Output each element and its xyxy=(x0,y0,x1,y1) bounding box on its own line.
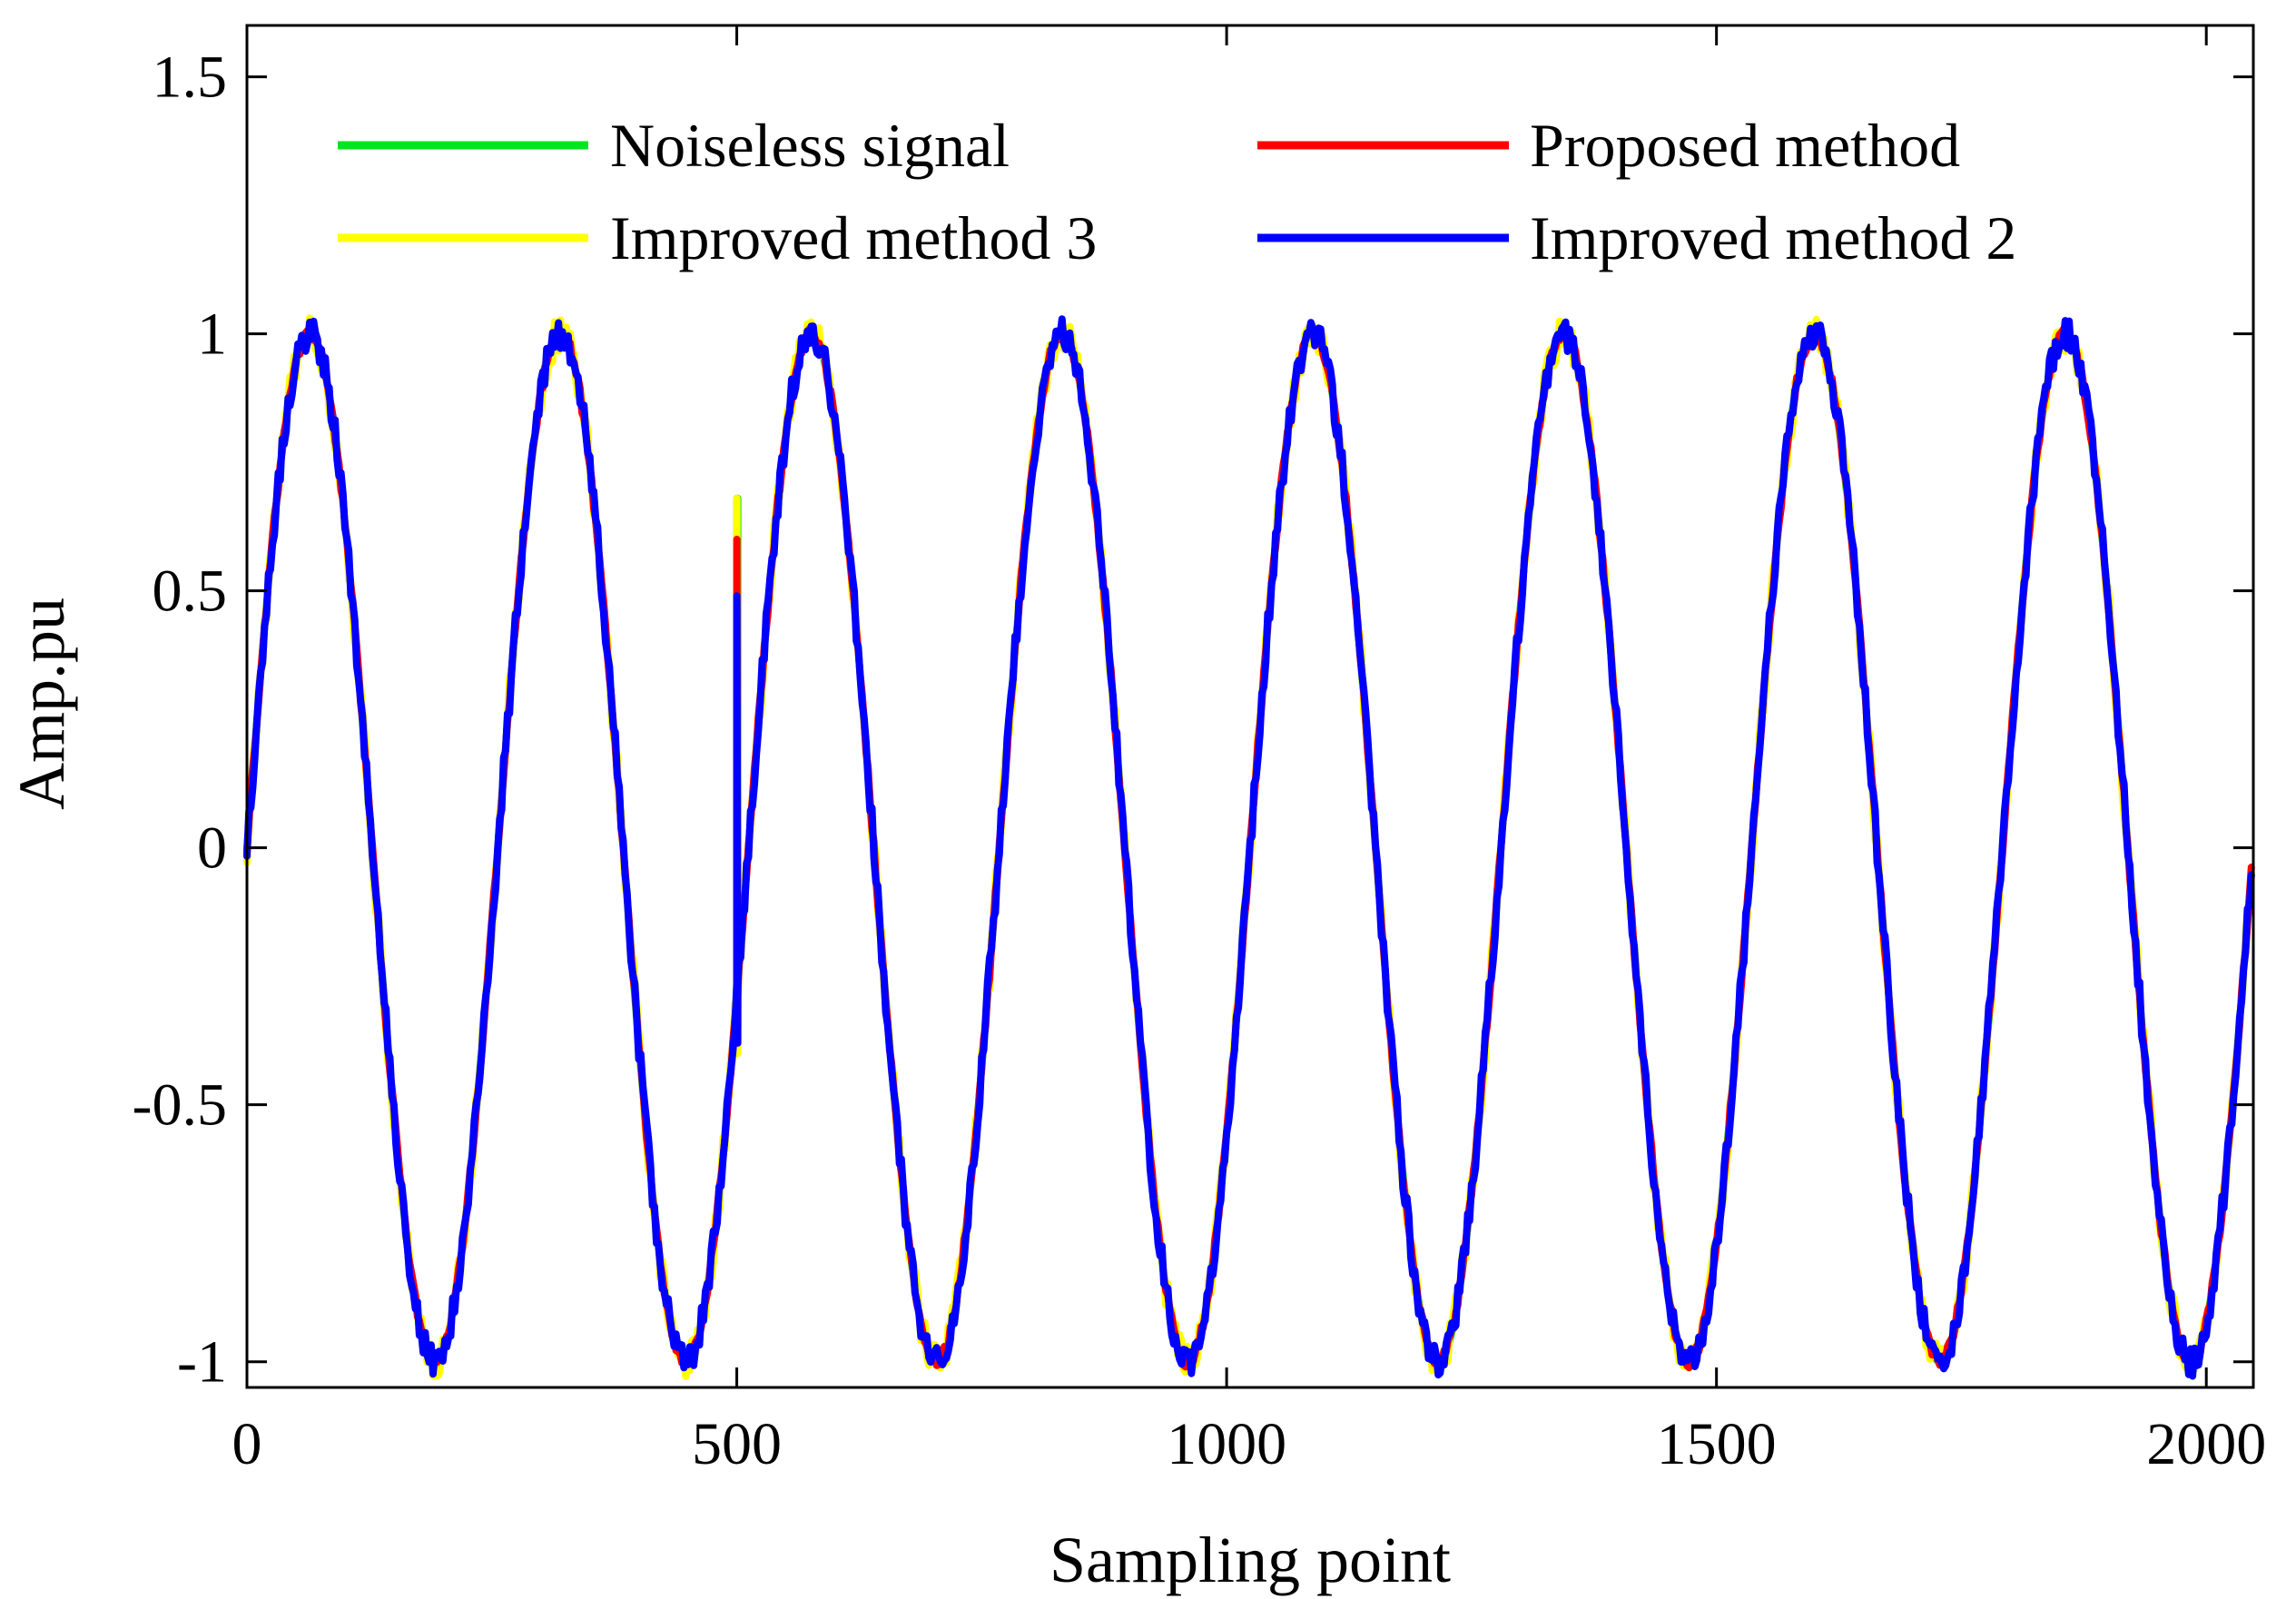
ticks-layer: 0 500 1000 1500 2000 -1 -0.5 0 0.5 1 1.5 xyxy=(133,25,2266,1477)
y-tick-label: -0.5 xyxy=(133,1072,227,1139)
legend-label-proposed-method: Proposed method xyxy=(1530,111,1960,180)
legend-label-noiseless-signal: Noiseless signal xyxy=(610,111,1010,180)
y-tick-label: 0 xyxy=(197,815,227,882)
legend-label-improved-method-3: Improved method 3 xyxy=(610,203,1097,272)
y-axis-title: Amp.pu xyxy=(5,597,78,810)
y-tick-label: 1 xyxy=(197,301,227,368)
legend: Noiseless signal Improved method 3 Propo… xyxy=(338,111,2016,272)
legend-label-improved-method-2: Improved method 2 xyxy=(1530,203,2016,272)
series-layer xyxy=(243,314,2255,1380)
x-tick-label: 1000 xyxy=(1167,1411,1286,1477)
x-tick-label: 1500 xyxy=(1657,1411,1777,1477)
plot-frame xyxy=(245,24,2255,1389)
x-tick-label: 0 xyxy=(232,1411,262,1477)
y-tick-label: 1.5 xyxy=(153,44,228,111)
y-tick-label: -1 xyxy=(177,1329,227,1396)
y-tick-label: 0.5 xyxy=(153,558,228,625)
x-tick-label: 2000 xyxy=(2146,1411,2266,1477)
series-line-improved-method-2 xyxy=(243,315,2255,1380)
x-tick-label: 500 xyxy=(692,1411,782,1477)
x-axis-title: Sampling point xyxy=(1049,1524,1451,1596)
